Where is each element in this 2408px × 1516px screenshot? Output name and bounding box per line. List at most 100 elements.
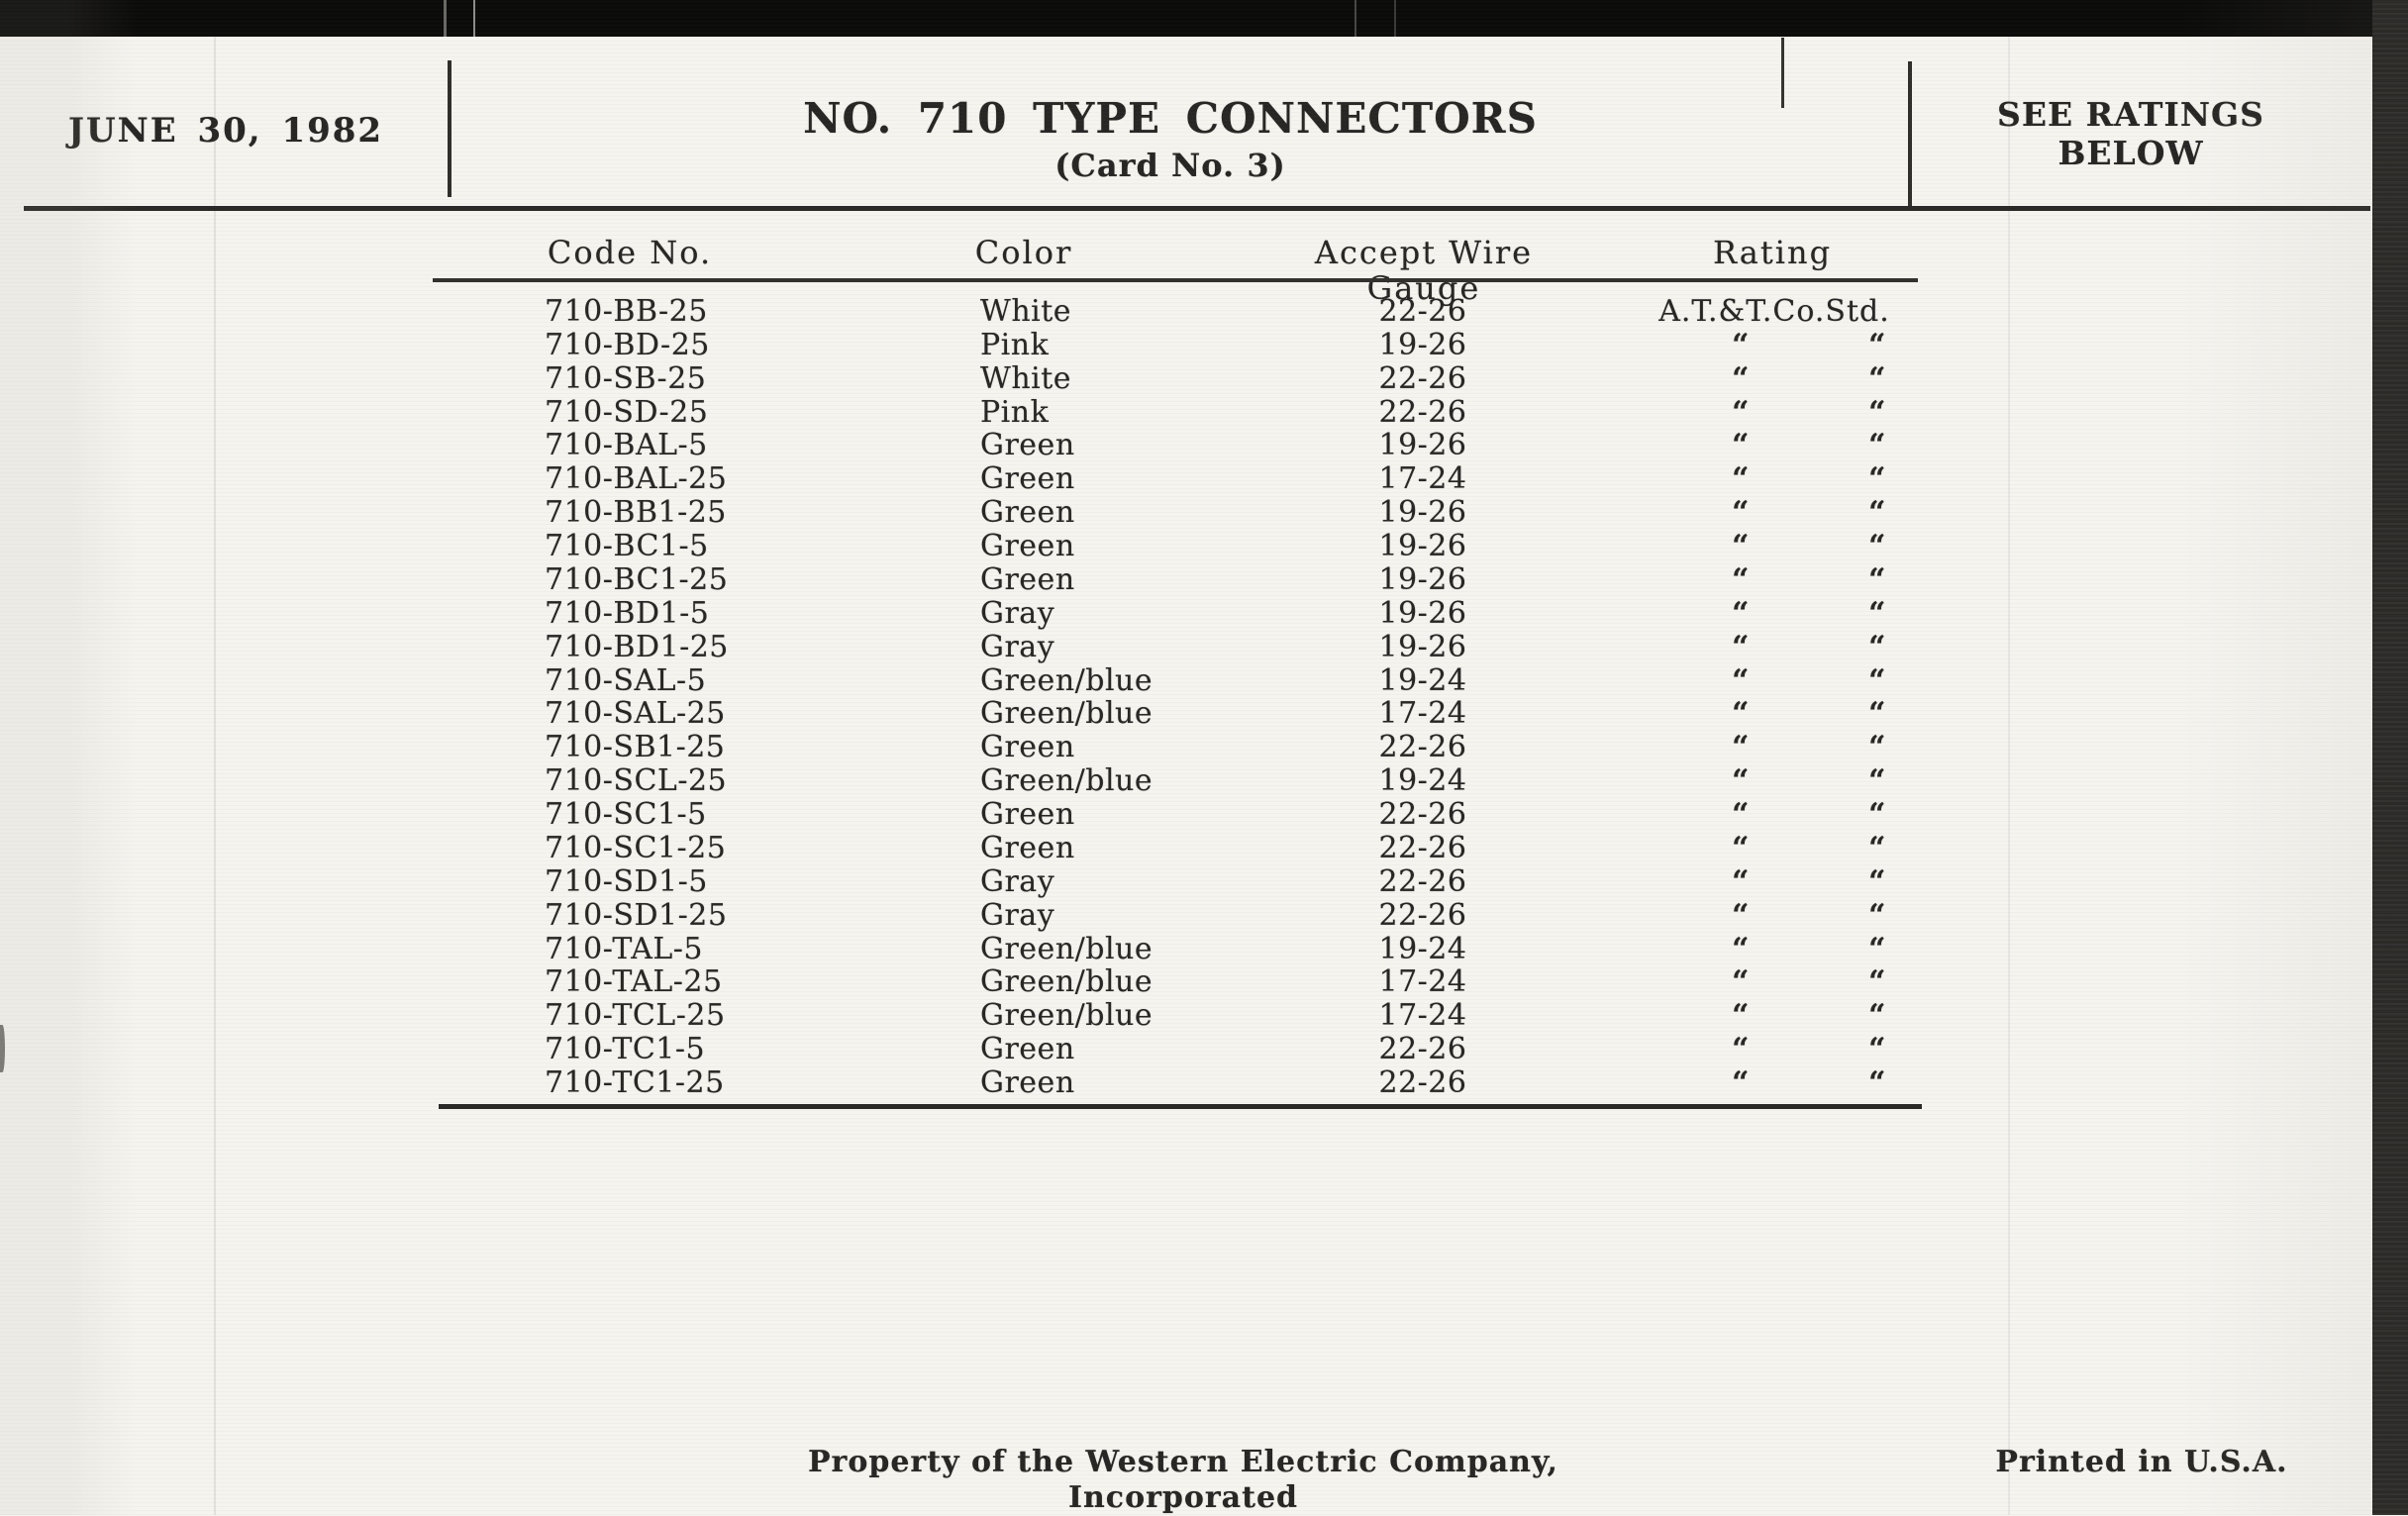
cell-color: White bbox=[980, 360, 1072, 396]
ditto-mark-left: “ bbox=[1732, 662, 1750, 698]
ditto-mark-right: “ bbox=[1868, 696, 1886, 732]
cell-code: 710-SD-25 bbox=[545, 394, 709, 430]
cell-color: Green/blue bbox=[980, 696, 1154, 732]
cell-color: Gray bbox=[980, 863, 1055, 899]
table-row: 710-SD-25 Pink 22-26 “ “ bbox=[0, 394, 2408, 430]
ditto-mark-right: “ bbox=[1868, 495, 1886, 531]
ditto-mark-left: “ bbox=[1732, 327, 1750, 362]
cell-gauge: 17-24 bbox=[1378, 461, 1467, 497]
table-row: 710-BAL-5 Green 19-26 “ “ bbox=[0, 429, 2408, 462]
paper-crease-right bbox=[2008, 0, 2010, 1515]
ditto-mark-right: “ bbox=[1868, 461, 1886, 497]
cell-code: 710-BAL-25 bbox=[545, 461, 728, 497]
cell-code: 710-TCL-25 bbox=[545, 998, 726, 1034]
ditto-mark-right: “ bbox=[1868, 327, 1886, 362]
cell-color: Green bbox=[980, 461, 1075, 497]
ditto-mark-left: “ bbox=[1732, 998, 1750, 1034]
ditto-mark-left: “ bbox=[1732, 1032, 1750, 1067]
ditto-mark-left: “ bbox=[1732, 931, 1750, 966]
ditto-mark-left: “ bbox=[1732, 629, 1750, 664]
ratings-note: SEE RATINGS BELOW bbox=[1982, 95, 2279, 172]
cell-gauge: 22-26 bbox=[1378, 394, 1467, 430]
cell-color: Gray bbox=[980, 595, 1055, 631]
cell-color: Green/blue bbox=[980, 964, 1154, 1000]
cell-code: 710-TAL-5 bbox=[545, 931, 704, 966]
cell-gauge: 19-24 bbox=[1378, 763, 1467, 799]
cell-gauge: 19-26 bbox=[1378, 428, 1467, 463]
ditto-mark-left: “ bbox=[1732, 360, 1750, 396]
cell-gauge: 19-26 bbox=[1378, 629, 1467, 664]
ditto-mark-right: “ bbox=[1868, 998, 1886, 1034]
ditto-mark-right: “ bbox=[1868, 629, 1886, 664]
ditto-mark-left: “ bbox=[1732, 763, 1750, 799]
table-row: 710-BB-25 White 22-26 A.T.&T.Co.Std. bbox=[0, 295, 2408, 329]
cell-code: 710-SCL-25 bbox=[545, 763, 728, 799]
cell-code: 710-BD-25 bbox=[545, 327, 710, 362]
table-row: 710-TC1-25 Green 22-26 “ “ bbox=[0, 1066, 2408, 1100]
table-row: 710-SB-25 White 22-26 “ “ bbox=[0, 360, 2408, 396]
scan-streak bbox=[1394, 0, 1396, 37]
ditto-mark-left: “ bbox=[1732, 696, 1750, 732]
cell-gauge: 22-26 bbox=[1378, 360, 1467, 396]
cell-color: Green bbox=[980, 730, 1075, 765]
cell-gauge: 17-24 bbox=[1378, 964, 1467, 1000]
table-row: 710-SAL-25 Green/blue 17-24 “ “ bbox=[0, 697, 2408, 731]
header-divider-right bbox=[1908, 61, 1912, 210]
ditto-mark-right: “ bbox=[1868, 797, 1886, 833]
ratings-note-line2: BELOW bbox=[2057, 134, 2204, 172]
table-row: 710-BC1-5 Green 19-26 “ “ bbox=[0, 530, 2408, 563]
ditto-mark-left: “ bbox=[1732, 461, 1750, 497]
cell-code: 710-SB1-25 bbox=[545, 730, 726, 765]
ditto-mark-right: “ bbox=[1868, 964, 1886, 1000]
ditto-mark-left: “ bbox=[1732, 529, 1750, 564]
ditto-mark-right: “ bbox=[1868, 662, 1886, 698]
table-row: 710-SCL-25 Green/blue 19-24 “ “ bbox=[0, 764, 2408, 798]
table-row: 710-TAL-25 Green/blue 17-24 “ “ bbox=[0, 965, 2408, 999]
table-row: 710-SB1-25 Green 22-26 “ “ bbox=[0, 731, 2408, 764]
cell-gauge: 22-26 bbox=[1378, 1032, 1467, 1067]
table-row: 710-SD1-25 Gray 22-26 “ “ bbox=[0, 897, 2408, 933]
card-date: JUNE 30, 1982 bbox=[67, 111, 384, 151]
cell-color: Green/blue bbox=[980, 931, 1154, 966]
cell-color: Green/blue bbox=[980, 763, 1154, 799]
ditto-mark-left: “ bbox=[1732, 797, 1750, 833]
ditto-mark-right: “ bbox=[1868, 529, 1886, 564]
column-header-color: Color bbox=[974, 234, 1073, 271]
cell-code: 710-SD1-25 bbox=[545, 897, 728, 933]
cell-gauge: 19-26 bbox=[1378, 529, 1467, 564]
table-row: 710-TC1-5 Green 22-26 “ “ bbox=[0, 1033, 2408, 1066]
ditto-mark-left: “ bbox=[1732, 897, 1750, 933]
ditto-mark-left: “ bbox=[1732, 595, 1750, 631]
ditto-mark-left: “ bbox=[1732, 428, 1750, 463]
cell-code: 710-SAL-25 bbox=[545, 696, 726, 732]
cell-color: Green bbox=[980, 428, 1075, 463]
ditto-mark-left: “ bbox=[1732, 830, 1750, 865]
ditto-mark-right: “ bbox=[1868, 897, 1886, 933]
ditto-mark-left: “ bbox=[1732, 730, 1750, 765]
cell-code: 710-TC1-25 bbox=[545, 1065, 725, 1100]
ditto-mark-left: “ bbox=[1732, 495, 1750, 531]
ditto-mark-right: “ bbox=[1868, 730, 1886, 765]
ditto-mark-right: “ bbox=[1868, 1065, 1886, 1100]
cell-gauge: 22-26 bbox=[1378, 730, 1467, 765]
cell-gauge: 22-26 bbox=[1378, 830, 1467, 865]
table-row: 710-BD-25 Pink 19-26 “ “ bbox=[0, 327, 2408, 362]
ditto-mark-left: “ bbox=[1732, 561, 1750, 597]
cell-code: 710-BC1-5 bbox=[545, 529, 709, 564]
page-title: NO. 710 TYPE CONNECTORS bbox=[803, 94, 1538, 143]
ditto-mark-left: “ bbox=[1732, 863, 1750, 899]
cell-code: 710-SB-25 bbox=[545, 360, 707, 396]
table-header-underline bbox=[433, 278, 1918, 282]
cell-code: 710-BD1-25 bbox=[545, 629, 729, 664]
cell-gauge: 22-26 bbox=[1378, 294, 1467, 329]
cell-code: 710-SC1-5 bbox=[545, 797, 707, 833]
ditto-mark-left: “ bbox=[1732, 1065, 1750, 1100]
cell-color: Gray bbox=[980, 629, 1055, 664]
cell-color: Green bbox=[980, 495, 1075, 531]
table-row: 710-SD1-5 Gray 22-26 “ “ bbox=[0, 863, 2408, 899]
ditto-mark-right: “ bbox=[1868, 595, 1886, 631]
cell-gauge: 17-24 bbox=[1378, 696, 1467, 732]
cell-gauge: 19-26 bbox=[1378, 495, 1467, 531]
ditto-mark-right: “ bbox=[1868, 360, 1886, 396]
cell-gauge: 19-26 bbox=[1378, 595, 1467, 631]
